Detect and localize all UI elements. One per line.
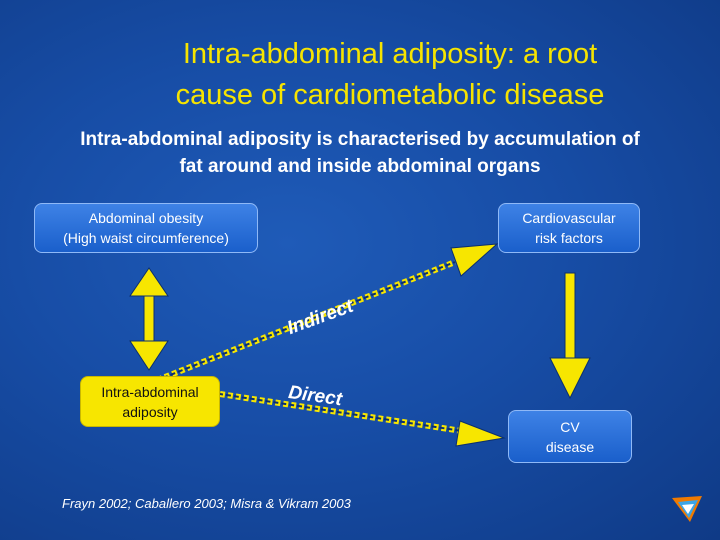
intra-abdominal-line-2: adiposity [122,403,178,420]
bidirectional-arrow [129,267,169,371]
subtitle-line-2: fat around and inside abdominal organs [179,156,541,177]
cv-risk-factors-box: Cardiovascular risk factors [498,203,640,253]
cv-risk-factors-line-2: risk factors [535,230,603,246]
cv-disease-line-2: disease [545,438,595,455]
cv-disease-box: CV disease [508,410,632,463]
abdominal-obesity-line-2: (High waist circumference) [63,230,229,246]
cv-risk-factors-line-1: Cardiovascular [522,210,616,226]
title-line-1: Intra-abdominal adiposity: a root [182,38,598,70]
indirect-arrow [148,243,499,386]
down-arrow [549,272,591,400]
citation-text: Frayn 2002; Caballero 2003; Misra & Vikr… [62,496,351,511]
title-line-2: cause of cardiometabolic disease [175,79,605,111]
intra-abdominal-line-1: Intra-abdominal [101,383,199,400]
abdominal-obesity-line-1: Abdominal obesity [88,210,204,226]
slide-title: Intra-abdominal adiposity: a root cause … [40,34,720,116]
intra-abdominal-adiposity-box: Intra-abdominal adiposity [80,376,220,427]
abdominal-obesity-box: Abdominal obesity (High waist circumfere… [34,203,258,253]
logo-icon [672,496,702,522]
slide-subtitle: Intra-abdominal adiposity is characteris… [0,126,720,180]
direct-arrow [219,391,506,447]
subtitle-line-1: Intra-abdominal adiposity is characteris… [80,129,640,150]
cv-disease-line-1: CV [560,418,580,435]
